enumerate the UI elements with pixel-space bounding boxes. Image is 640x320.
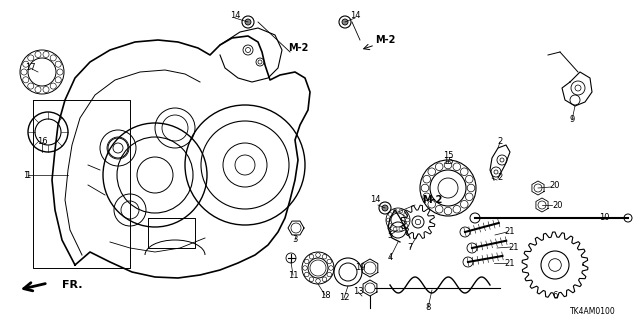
Text: M-2: M-2 bbox=[288, 43, 308, 53]
Text: 21: 21 bbox=[509, 243, 519, 252]
Text: M-2: M-2 bbox=[375, 35, 395, 45]
Text: M-2: M-2 bbox=[422, 195, 442, 205]
Text: 15: 15 bbox=[443, 150, 453, 159]
Text: 19: 19 bbox=[355, 263, 365, 273]
Text: 16: 16 bbox=[36, 138, 47, 147]
Text: TK4AM0100: TK4AM0100 bbox=[570, 308, 616, 316]
Text: 14: 14 bbox=[230, 11, 240, 20]
Text: 7: 7 bbox=[407, 244, 413, 252]
Text: 11: 11 bbox=[288, 270, 298, 279]
Text: 20: 20 bbox=[550, 180, 560, 189]
Text: 3: 3 bbox=[292, 236, 298, 244]
Text: 17: 17 bbox=[25, 63, 35, 73]
Text: FR.: FR. bbox=[62, 280, 83, 290]
Text: 6: 6 bbox=[552, 291, 557, 300]
Text: 2: 2 bbox=[497, 173, 502, 182]
Text: 12: 12 bbox=[339, 293, 349, 302]
Circle shape bbox=[382, 205, 388, 211]
Text: 20: 20 bbox=[553, 201, 563, 210]
Circle shape bbox=[342, 19, 348, 25]
Text: 14: 14 bbox=[370, 196, 380, 204]
Text: 13: 13 bbox=[353, 287, 364, 297]
Text: 2: 2 bbox=[497, 138, 502, 147]
Text: 1: 1 bbox=[23, 171, 28, 180]
Text: 5: 5 bbox=[387, 230, 392, 239]
Text: 21: 21 bbox=[505, 259, 515, 268]
Text: 1: 1 bbox=[26, 171, 31, 180]
Text: 8: 8 bbox=[426, 303, 431, 313]
Text: 14: 14 bbox=[349, 11, 360, 20]
Text: 9: 9 bbox=[570, 116, 575, 124]
Text: 21: 21 bbox=[505, 228, 515, 236]
Text: 4: 4 bbox=[387, 253, 392, 262]
Circle shape bbox=[245, 19, 251, 25]
Text: 10: 10 bbox=[599, 213, 609, 222]
Text: 18: 18 bbox=[320, 291, 330, 300]
Text: 15: 15 bbox=[443, 157, 453, 166]
